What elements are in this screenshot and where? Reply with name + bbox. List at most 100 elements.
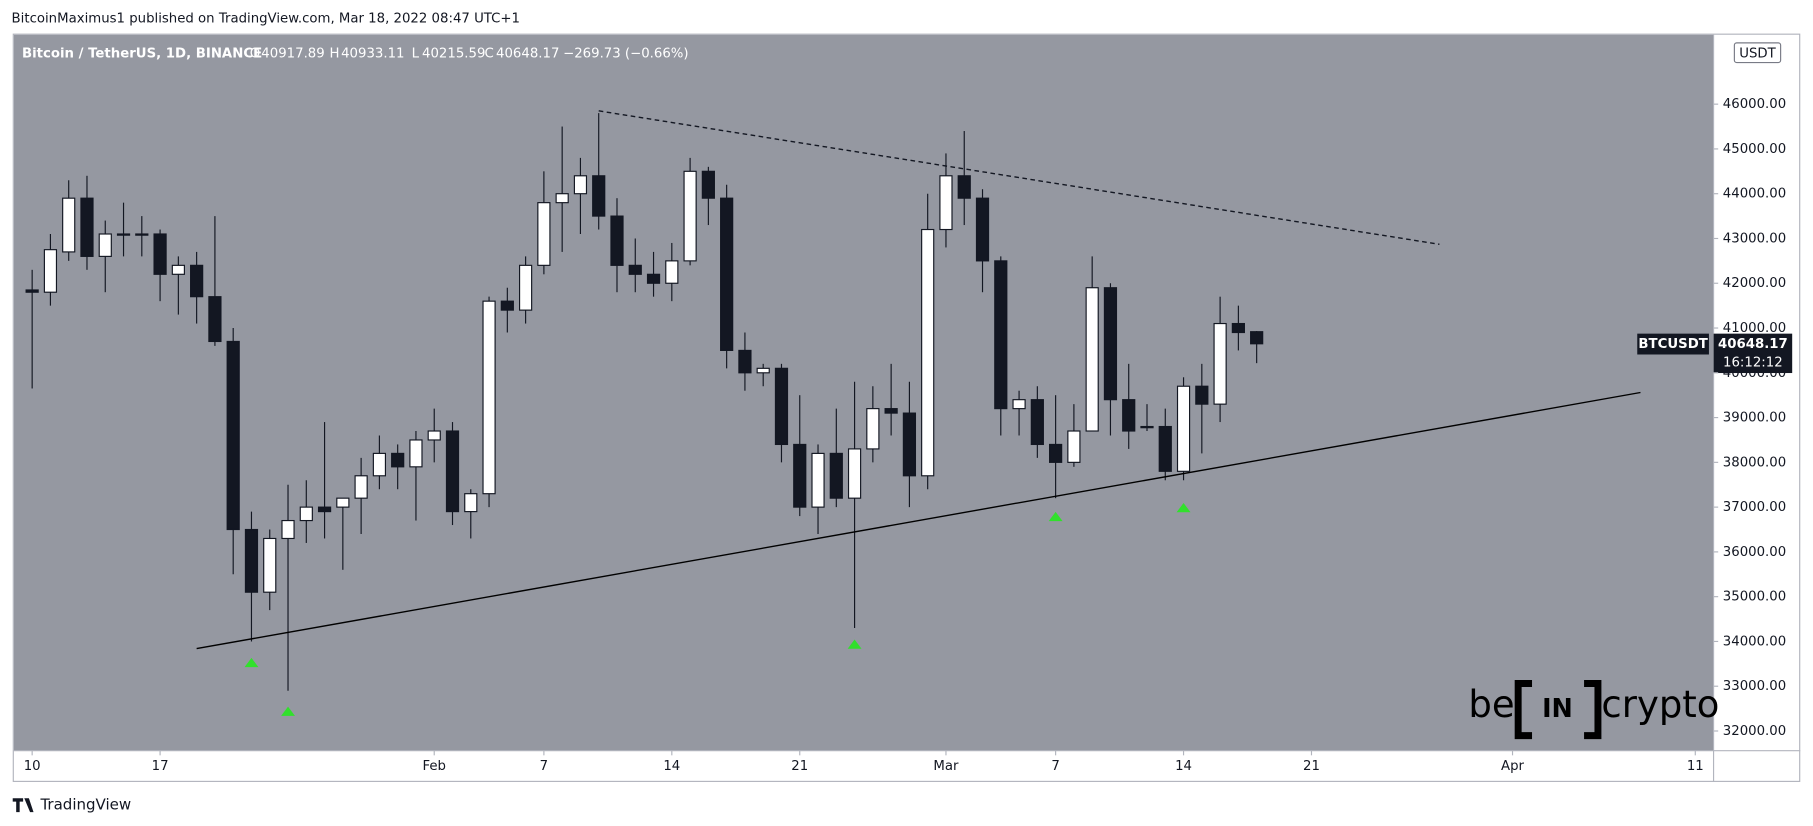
y-tick-label: 38000.00 [1723, 455, 1786, 470]
candle-body [1103, 287, 1118, 401]
x-tick-label: Mar [933, 759, 959, 774]
candle-body [409, 439, 423, 468]
candle-body [1158, 425, 1172, 472]
marker-arrow [244, 657, 259, 668]
candle-body [1140, 425, 1154, 429]
candle-body [464, 493, 478, 513]
logo-text: be [1468, 683, 1514, 726]
y-tick-label: 44000.00 [1723, 187, 1786, 202]
candle-body [811, 452, 825, 508]
candle-body [171, 264, 185, 275]
candle-body [1176, 385, 1191, 472]
marker-arrow [1048, 511, 1063, 522]
candle-body [921, 228, 935, 477]
candle-body [646, 273, 661, 284]
candle-body [43, 249, 58, 293]
chart-border [12, 33, 1801, 782]
logo-text: IN [1542, 694, 1573, 724]
candle-body [866, 408, 880, 450]
candle-body [902, 412, 917, 477]
x-tick-label: 21 [791, 759, 808, 774]
candle-body [1122, 399, 1136, 432]
x-tick-label: 14 [663, 759, 680, 774]
candle-body [1195, 385, 1209, 405]
ticker-label: BTCUSDT [1638, 337, 1707, 352]
legend-value: 40215.59 [422, 46, 485, 61]
candle-body [975, 197, 990, 262]
price-badge [1713, 333, 1793, 374]
candle-body [427, 430, 441, 441]
x-tick-label: 7 [1051, 759, 1059, 774]
candle-body [1067, 430, 1081, 463]
x-tick-label: Apr [1501, 759, 1525, 774]
y-tick-label: 36000.00 [1723, 545, 1786, 560]
y-tick-label: 34000.00 [1723, 634, 1786, 649]
logo: be IN crypto [1468, 680, 1719, 740]
legend-label: L [412, 46, 420, 61]
marker-arrow [281, 706, 295, 716]
candle-body [573, 175, 588, 195]
candle-body [738, 349, 752, 374]
tv-icon [12, 798, 34, 813]
x-tick-label: 10 [24, 759, 41, 774]
x-tick-label: 14 [1175, 759, 1192, 774]
y-tick-label: 45000.00 [1723, 142, 1786, 157]
candle-body [354, 475, 368, 499]
y-tick-label: 46000.00 [1723, 97, 1786, 112]
marker-arrow [1176, 502, 1191, 513]
y-tick-label: 37000.00 [1723, 500, 1786, 515]
currency-badge [1733, 42, 1782, 64]
candle-body [116, 233, 131, 236]
currency-label: USDT [1739, 46, 1776, 61]
candle-body [135, 233, 149, 236]
candle-body [774, 367, 789, 446]
candle-body [829, 452, 843, 499]
candle-body [263, 537, 277, 593]
candle-body [957, 175, 971, 199]
candle-body [299, 506, 313, 522]
x-tick-label: 21 [1303, 759, 1320, 774]
legend-symbol: Bitcoin / TetherUS, 1D, BINANCE [22, 46, 262, 61]
candle-body [1085, 287, 1099, 432]
legend-value: 40917.89 [261, 46, 324, 61]
countdown: 16:12:12 [1723, 356, 1783, 371]
marker-arrow [847, 639, 862, 649]
x-tick-label: Feb [422, 759, 446, 774]
candle-body [482, 300, 496, 495]
legend-label: H [330, 46, 340, 61]
byline: BitcoinMaximus1 published on TradingView… [12, 12, 520, 27]
legend-change: −269.73 (−0.66%) [563, 46, 689, 61]
y-tick-label: 32000.00 [1723, 724, 1786, 739]
candle-body [720, 197, 734, 351]
candle-body [1030, 399, 1044, 446]
y-tick-label: 40000.00 [1723, 366, 1786, 381]
candle-body [683, 170, 697, 262]
legend-value: 40648.17 [496, 46, 559, 61]
y-tick-label: 41000.00 [1723, 321, 1786, 336]
candle-body [994, 260, 1008, 410]
candle-body [500, 300, 514, 311]
candle-body [445, 430, 460, 513]
ticker-badge [1637, 333, 1709, 355]
candle-body [317, 506, 332, 513]
candle-body [1012, 399, 1026, 410]
candle-body [610, 215, 624, 266]
chart-layer [25, 110, 1641, 716]
candle-body [847, 448, 862, 499]
candle-body [281, 519, 295, 540]
trendline [598, 110, 1440, 245]
y-tick-label: 43000.00 [1723, 231, 1786, 246]
candle-body [756, 367, 770, 374]
candle-body [1231, 322, 1245, 334]
candle-body [244, 528, 259, 593]
trendline [196, 391, 1641, 650]
candle-body [190, 264, 204, 298]
logo-text: crypto [1601, 683, 1719, 726]
x-tick-label: 17 [152, 759, 169, 774]
candle-body [518, 264, 533, 311]
candle-body [98, 233, 112, 257]
legend-label: O [250, 46, 260, 61]
candle-body [628, 264, 642, 275]
